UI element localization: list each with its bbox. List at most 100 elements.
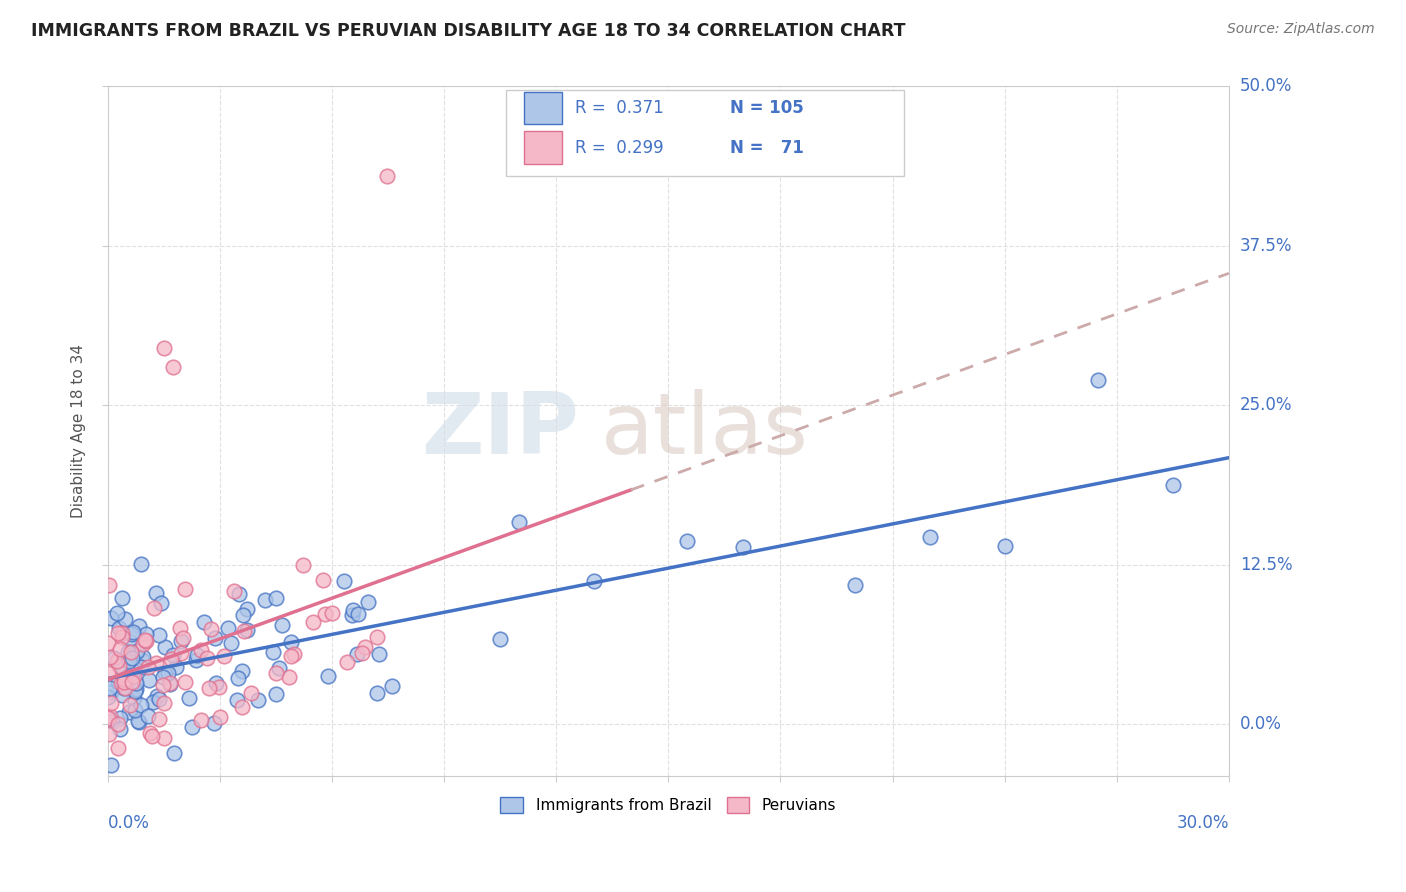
Point xyxy=(148,628,170,642)
Text: N =   71: N = 71 xyxy=(730,138,804,157)
Point xyxy=(118,634,141,648)
Legend: Immigrants from Brazil, Peruvians: Immigrants from Brazil, Peruvians xyxy=(495,791,842,820)
Point xyxy=(236,601,259,615)
Point xyxy=(169,621,191,635)
Text: Source: ZipAtlas.com: Source: ZipAtlas.com xyxy=(1227,22,1375,37)
Point xyxy=(292,558,315,573)
Point xyxy=(100,757,122,772)
Point xyxy=(264,591,287,606)
Point xyxy=(145,656,167,670)
Text: 0.0%: 0.0% xyxy=(108,814,149,832)
Point xyxy=(918,530,941,544)
Point xyxy=(129,698,152,712)
Point xyxy=(231,664,253,678)
Point xyxy=(198,681,221,695)
Point xyxy=(114,681,136,695)
Point xyxy=(128,619,150,633)
Point xyxy=(217,621,239,635)
Point xyxy=(277,669,299,683)
Point xyxy=(264,666,287,681)
Point xyxy=(107,621,129,635)
Point xyxy=(97,666,120,681)
Text: R =  0.299: R = 0.299 xyxy=(575,138,664,157)
Point xyxy=(132,650,155,665)
Point xyxy=(994,539,1017,553)
Point xyxy=(111,631,134,645)
Point xyxy=(132,637,155,651)
Point xyxy=(844,578,866,592)
Point xyxy=(321,606,343,620)
Point xyxy=(108,641,131,656)
Point xyxy=(174,674,197,689)
Point xyxy=(184,653,207,667)
Text: atlas: atlas xyxy=(600,390,808,473)
Point xyxy=(508,515,530,529)
Point xyxy=(236,623,259,637)
Point xyxy=(122,690,145,705)
Point xyxy=(181,719,204,733)
Point xyxy=(134,632,156,647)
Point xyxy=(114,612,136,626)
Point xyxy=(204,632,226,646)
Point xyxy=(165,660,187,674)
Point xyxy=(143,600,166,615)
Point xyxy=(107,626,129,640)
Point xyxy=(267,661,290,675)
Point xyxy=(226,671,249,685)
Point xyxy=(152,731,174,745)
Point xyxy=(125,676,148,690)
Point xyxy=(110,676,132,690)
Point xyxy=(219,635,242,649)
Point xyxy=(232,608,254,623)
Point xyxy=(231,700,253,714)
Text: 12.5%: 12.5% xyxy=(1240,556,1292,574)
Point xyxy=(105,654,128,668)
Point xyxy=(152,670,174,684)
Point xyxy=(336,656,359,670)
Point xyxy=(111,591,134,605)
Point xyxy=(148,712,170,726)
Point xyxy=(98,727,121,741)
Point xyxy=(179,691,201,706)
Point xyxy=(105,607,128,621)
Text: ZIP: ZIP xyxy=(420,390,579,473)
Point xyxy=(731,540,754,554)
Text: 0.0%: 0.0% xyxy=(1240,715,1282,733)
Point xyxy=(127,714,149,728)
Point xyxy=(152,678,174,692)
FancyBboxPatch shape xyxy=(506,90,904,176)
Point xyxy=(347,607,370,621)
Point xyxy=(353,640,375,654)
Point xyxy=(357,595,380,609)
Point xyxy=(153,665,176,680)
Point xyxy=(240,686,263,700)
Point xyxy=(266,687,288,701)
Point xyxy=(489,632,512,646)
Point xyxy=(136,708,159,723)
Point xyxy=(159,676,181,690)
Point xyxy=(98,681,121,696)
Point xyxy=(204,675,226,690)
Point xyxy=(107,717,129,731)
Text: N = 105: N = 105 xyxy=(730,99,804,117)
Point xyxy=(170,646,193,660)
Point xyxy=(107,675,129,690)
Point xyxy=(160,652,183,666)
Point xyxy=(97,710,120,724)
Point xyxy=(100,696,122,710)
Point xyxy=(112,681,135,695)
Point xyxy=(97,636,120,650)
Point xyxy=(153,696,176,710)
Point xyxy=(120,645,142,659)
Point xyxy=(247,693,270,707)
Point xyxy=(100,685,122,699)
Point xyxy=(98,649,121,664)
Point xyxy=(142,695,165,709)
Point xyxy=(141,729,163,743)
Y-axis label: Disability Age 18 to 34: Disability Age 18 to 34 xyxy=(72,344,86,518)
Text: 30.0%: 30.0% xyxy=(1177,814,1229,832)
Point xyxy=(98,578,121,592)
Point xyxy=(125,643,148,657)
Point xyxy=(111,625,134,640)
Point xyxy=(172,631,194,645)
